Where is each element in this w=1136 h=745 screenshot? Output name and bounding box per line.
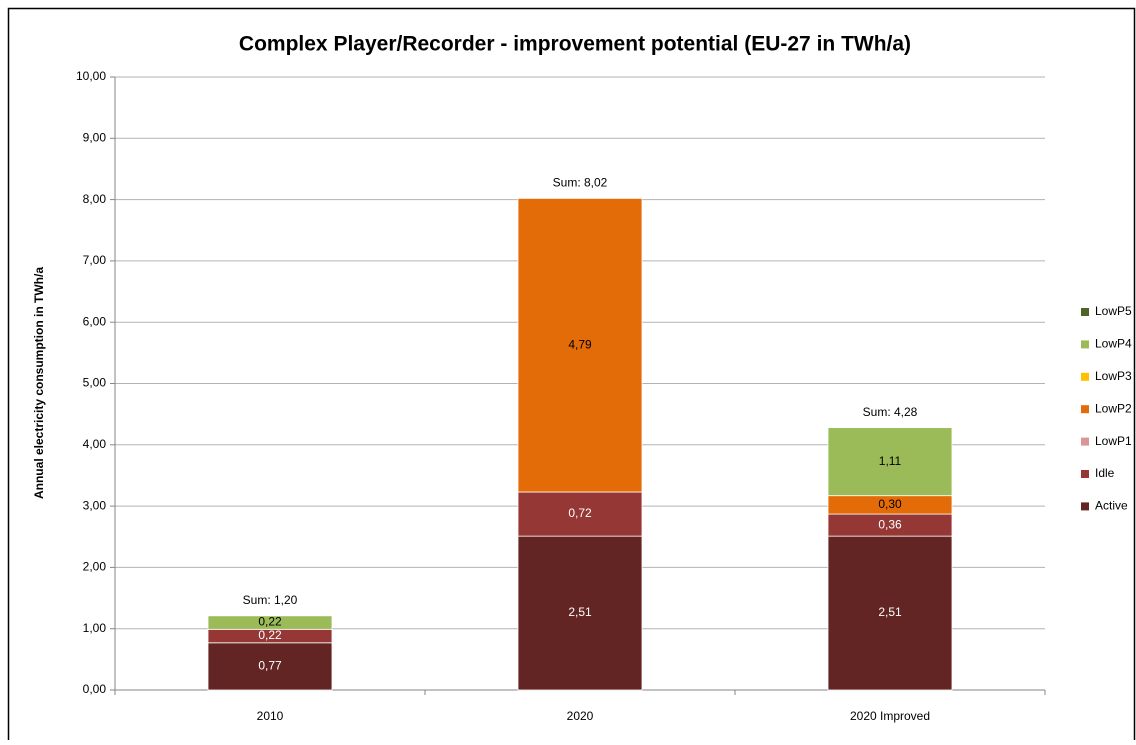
legend-swatch — [1081, 340, 1089, 349]
legend-swatch — [1081, 502, 1089, 511]
x-tick-label: 2020 — [567, 709, 594, 723]
legend-swatch — [1081, 470, 1089, 478]
legend-swatch — [1081, 405, 1089, 414]
y-tick-label: 0,00 — [83, 682, 107, 696]
x-tick-label: 2020 Improved — [850, 709, 930, 723]
legend-swatch — [1081, 437, 1089, 446]
y-tick-label: 9,00 — [83, 130, 107, 144]
legend-label: LowP3 — [1095, 369, 1132, 383]
data-label: 0,77 — [258, 659, 282, 673]
y-tick-label: 8,00 — [83, 192, 107, 206]
sum-label: Sum: 8,02 — [553, 176, 608, 190]
data-label: 0,22 — [258, 615, 282, 629]
y-tick-label: 6,00 — [83, 314, 107, 328]
y-tick-label: 3,00 — [83, 498, 107, 512]
data-label: 0,72 — [568, 506, 592, 520]
x-tick-label: 2010 — [257, 709, 284, 723]
y-axis-label: Annual electricity consumption in TWh/a — [32, 267, 46, 499]
y-tick-label: 2,00 — [83, 560, 107, 574]
data-label: 0,22 — [258, 628, 282, 642]
y-tick-label: 7,00 — [83, 253, 107, 267]
bar-segment — [517, 197, 643, 493]
bar-segment — [517, 535, 643, 691]
data-label: 0,36 — [878, 517, 902, 531]
data-label: 4,79 — [568, 337, 592, 351]
legend-swatch — [1081, 308, 1089, 316]
chart-title: Complex Player/Recorder - improvement po… — [239, 33, 911, 56]
legend-label: Active — [1095, 499, 1128, 513]
y-tick-label: 10,00 — [76, 69, 106, 83]
bar-segment — [827, 535, 953, 691]
legend-label: LowP2 — [1095, 401, 1132, 415]
y-tick-label: 1,00 — [83, 621, 107, 635]
data-label: 1,11 — [879, 454, 902, 468]
legend-label: LowP5 — [1095, 304, 1132, 318]
y-tick-label: 5,00 — [83, 376, 107, 390]
bar-segment — [207, 642, 333, 691]
bar-segment — [827, 427, 953, 497]
y-tick-label: 4,00 — [83, 437, 107, 451]
sum-label: Sum: 4,28 — [863, 405, 918, 419]
legend-label: Idle — [1095, 466, 1115, 480]
legend-label: LowP1 — [1095, 434, 1132, 448]
data-label: 2,51 — [878, 605, 902, 619]
data-label: 2,51 — [568, 605, 592, 619]
legend-label: LowP4 — [1095, 337, 1132, 351]
bar-segment — [207, 615, 333, 630]
data-label: 0,30 — [878, 497, 902, 511]
sum-label: Sum: 1,20 — [243, 593, 298, 607]
legend-swatch — [1081, 372, 1089, 381]
